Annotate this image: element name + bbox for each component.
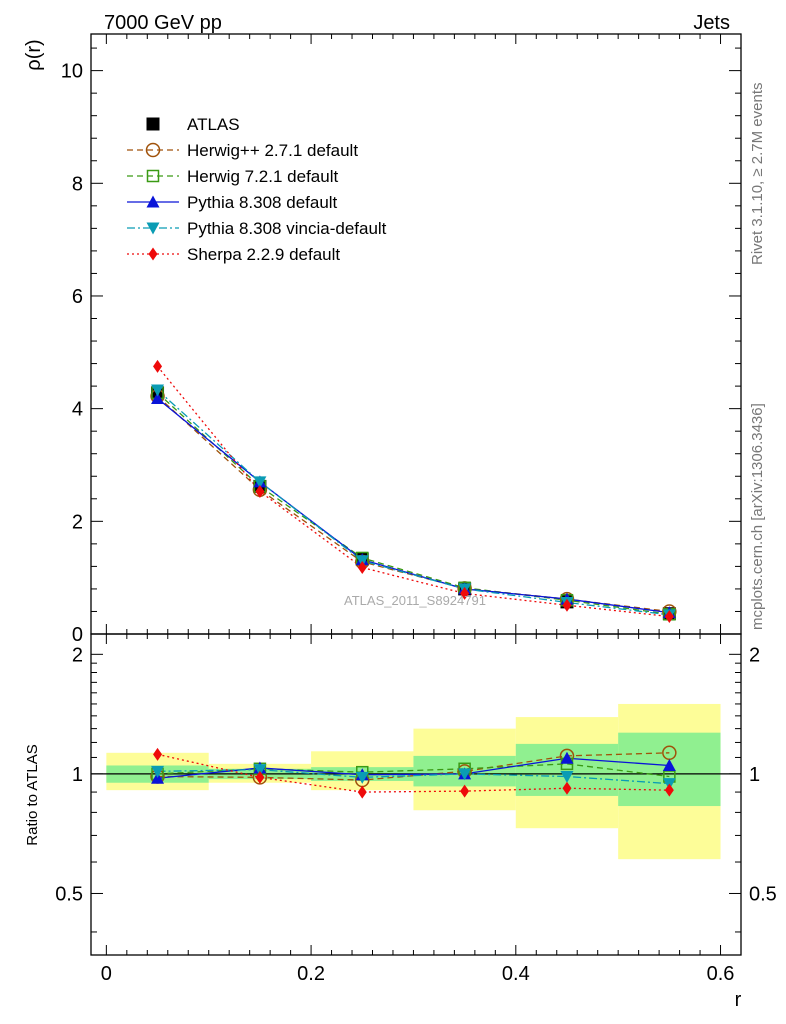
- legend-marker-herwig-2-7-1-default: [145, 142, 161, 158]
- main-series-layer: [150, 359, 677, 624]
- header-left: 7000 GeV pp: [104, 12, 222, 34]
- x-tick-label: 0: [101, 963, 112, 985]
- x-axis-label: r: [735, 989, 742, 1011]
- x-tick-label: 0.2: [297, 963, 325, 985]
- ratio-y-axis-label: Ratio to ATLAS: [24, 744, 41, 845]
- sherpa-2-2-9-default-ratio-point: [357, 785, 367, 799]
- pythia-8-308-default-ratio-point: [662, 758, 676, 771]
- pythia-8-308-vincia-default-ratio-point: [560, 771, 574, 784]
- pythia-8-308-default-point: [151, 392, 165, 405]
- pythia-8-308-vincia-default-ratio-point: [253, 764, 267, 777]
- pythia-8-308-default-ratio-point: [560, 751, 574, 764]
- legend-label-herwig-2-7-1-default: Herwig++ 2.7.1 default: [187, 141, 358, 160]
- ratio-frame: [90, 633, 742, 956]
- ratio-y-tick-label-right: 0.5: [749, 883, 777, 905]
- sherpa-2-2-9-default-point: [255, 484, 265, 498]
- ratio-series-layer: [150, 745, 677, 799]
- legend: ATLAS Herwig++ 2.7.1 default Herwig 7.2.1 …: [127, 115, 387, 264]
- legend-label-herwig-7-2-1-default: Herwig 7.2.1 default: [187, 167, 338, 186]
- main-y-tick-label: 0: [72, 624, 83, 646]
- rivet-version-text: Rivet 3.1.10, ≥ 2.7M events: [749, 83, 766, 266]
- sherpa-2-2-9-default-point: [562, 598, 572, 612]
- sherpa-2-2-9-default-ratio-point: [255, 770, 265, 784]
- legend-label-sherpa-2-2-9-default: Sherpa 2.2.9 default: [187, 245, 340, 264]
- sherpa-2-2-9-default-ratio-point: [460, 784, 470, 798]
- pythia-8-308-vincia-default-ratio-line: [157, 768, 670, 785]
- pythia-8-308-vincia-default-line: [157, 389, 670, 616]
- sherpa-2-2-9-default-point: [357, 561, 367, 575]
- ratio-y-tick-label-right: 1: [749, 764, 760, 786]
- main-y-tick-label: 10: [61, 61, 83, 83]
- sherpa-2-2-9-default-point: [460, 586, 470, 600]
- sherpa-2-2-9-default-ratio-line: [157, 753, 670, 793]
- ratio-y-tick-label: 2: [72, 644, 83, 666]
- herwig-2-7-1-default-line: [157, 395, 670, 613]
- header-right: Jets: [693, 12, 730, 34]
- ratio-y-tick-label-right: 2: [749, 644, 760, 666]
- legend-marker-herwig-7-2-1-default: [146, 169, 160, 183]
- pythia-8-308-vincia-default-ratio-point: [355, 771, 369, 784]
- pythia-8-308-vincia-default-ratio-point: [458, 768, 472, 781]
- sherpa-2-2-9-default-line: [157, 365, 670, 618]
- pythia-8-308-vincia-default-ratio-point: [151, 765, 165, 778]
- main-y-tick-label: 2: [72, 511, 83, 533]
- legend-marker-pythia-8-308-default: [146, 195, 160, 208]
- main-y-tick-label: 4: [72, 399, 83, 421]
- legend-label-pythia-8-308-default: Pythia 8.308 default: [187, 193, 338, 212]
- legend-marker-sherpa-2-2-9-default: [148, 247, 158, 261]
- x-tick-label: 0.6: [707, 963, 735, 985]
- legend-marker-atlas: [146, 117, 160, 131]
- sherpa-2-2-9-default-ratio-point: [664, 783, 674, 797]
- sherpa-2-2-9-default-point: [153, 359, 163, 373]
- herwig-7-2-1-default-line: [157, 392, 670, 615]
- main-y-tick-label: 8: [72, 173, 83, 195]
- sherpa-2-2-9-default-ratio-point: [153, 747, 163, 761]
- main-y-tick-label: 6: [72, 286, 83, 308]
- pythia-8-308-vincia-default-point: [253, 476, 267, 489]
- legend-label-atlas: ATLAS: [187, 115, 240, 134]
- herwig-2-7-1-default-ratio-line: [157, 752, 670, 781]
- sherpa-2-2-9-default-point: [664, 610, 674, 624]
- main-y-axis-label: ρ(r): [23, 39, 45, 70]
- pythia-8-308-default-line: [157, 398, 670, 614]
- x-tick-label: 0.4: [502, 963, 530, 985]
- analysis-watermark: ATLAS_2011_S8924791: [344, 593, 486, 608]
- legend-marker-pythia-8-308-vincia-default: [146, 222, 160, 235]
- ratio-y-tick-label: 1: [72, 764, 83, 786]
- mcplots-text: mcplots.cern.ch [arXiv:1306.3436]: [749, 403, 766, 630]
- sherpa-2-2-9-default-ratio-point: [562, 781, 572, 795]
- pythia-8-308-vincia-default-point: [151, 384, 165, 397]
- ratio-y-tick-label: 0.5: [55, 883, 83, 905]
- legend-label-pythia-8-308-vincia-default: Pythia 8.308 vincia-default: [187, 219, 387, 238]
